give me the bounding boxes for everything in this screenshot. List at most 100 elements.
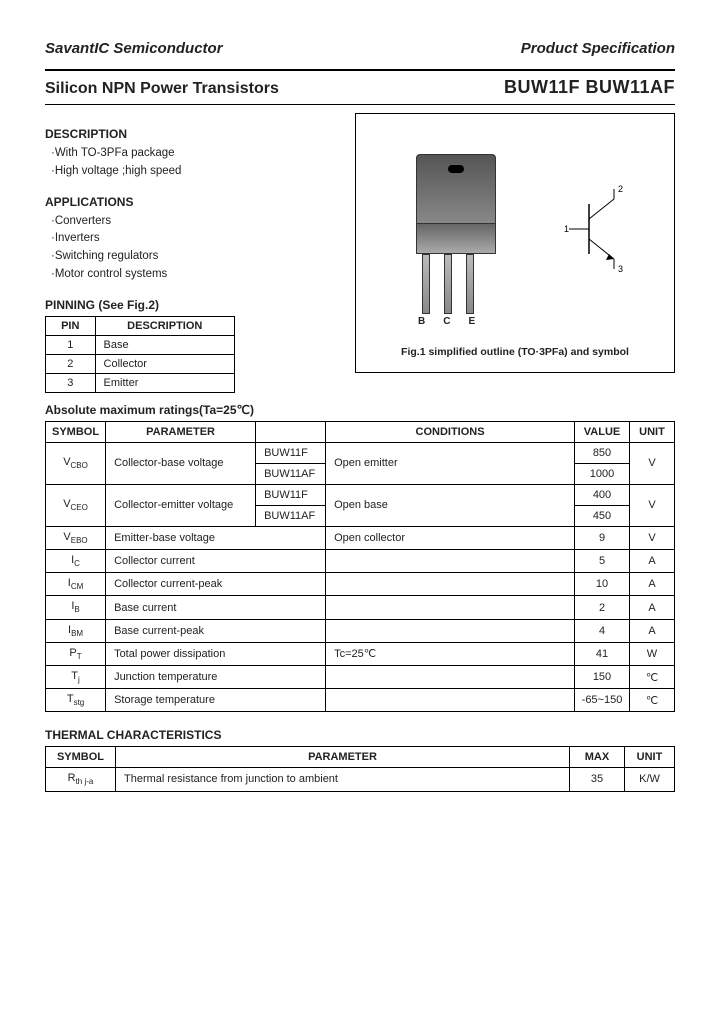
amr-cond <box>326 550 575 573</box>
amr-unit: W <box>630 642 675 665</box>
amr-table: SYMBOL PARAMETER CONDITIONS VALUE UNIT V… <box>45 421 675 713</box>
description-item: ·With TO-3PFa package <box>51 145 343 163</box>
thermal-row: Rth j-a Thermal resistance from junction… <box>46 768 675 791</box>
amr-unit: V <box>630 484 675 526</box>
amr-col-unit: UNIT <box>630 421 675 442</box>
amr-cond: Open emitter <box>326 442 575 484</box>
amr-row: ICM Collector current-peak 10 A <box>46 573 675 596</box>
amr-param: Base current <box>106 596 326 619</box>
amr-unit: A <box>630 573 675 596</box>
amr-col-param: PARAMETER <box>106 421 256 442</box>
amr-symbol: ICM <box>46 573 106 596</box>
amr-param: Base current-peak <box>106 619 326 642</box>
amr-cond: Open base <box>326 484 575 526</box>
amr-part: BUW11F <box>256 484 326 505</box>
lead-c <box>444 254 452 314</box>
amr-col-cond: CONDITIONS <box>326 421 575 442</box>
amr-part: BUW11F <box>256 442 326 463</box>
package-drawing: B C E <box>416 154 526 324</box>
pin-row: 1Base <box>46 335 235 354</box>
pin-num: 3 <box>46 373 96 392</box>
amr-value: 1000 <box>575 463 630 484</box>
amr-symbol: IB <box>46 596 106 619</box>
amr-unit: V <box>630 442 675 484</box>
svg-text:2: 2 <box>618 184 623 194</box>
amr-param: Junction temperature <box>106 666 326 689</box>
product-type: Silicon NPN Power Transistors <box>45 80 279 98</box>
amr-unit: A <box>630 550 675 573</box>
amr-param: Emitter-base voltage <box>106 526 326 549</box>
amr-symbol: VCBO <box>46 442 106 484</box>
amr-cond <box>326 666 575 689</box>
pinning-heading: PINNING (See Fig.2) <box>45 298 343 312</box>
title-row: Silicon NPN Power Transistors BUW11F BUW… <box>45 77 675 98</box>
package-lower <box>416 224 496 254</box>
figure-caption: Fig.1 simplified outline (TO·3PFa) and s… <box>356 346 674 358</box>
package-body <box>416 154 496 224</box>
product-spec: Product Specification <box>521 40 675 57</box>
amr-value: 450 <box>575 505 630 526</box>
pin-desc: Emitter <box>95 373 234 392</box>
package-hole <box>448 165 464 173</box>
lead-label-e: E <box>468 316 475 327</box>
application-item: ·Inverters <box>51 230 343 248</box>
amr-symbol: VEBO <box>46 526 106 549</box>
application-item: ·Converters <box>51 213 343 231</box>
amr-param: Total power dissipation <box>106 642 326 665</box>
amr-col-part <box>256 421 326 442</box>
amr-part: BUW11AF <box>256 463 326 484</box>
amr-unit: V <box>630 526 675 549</box>
amr-heading: Absolute maximum ratings(Ta=25℃) <box>45 403 675 417</box>
lead-e <box>466 254 474 314</box>
figure-box: B C E 1 2 3 Fig.1 simplified outline (TO… <box>355 113 675 373</box>
amr-symbol: Tstg <box>46 689 106 712</box>
amr-value: 400 <box>575 484 630 505</box>
amr-value: 2 <box>575 596 630 619</box>
th-col-unit: UNIT <box>625 747 675 768</box>
description-item: ·High voltage ;high speed <box>51 163 343 181</box>
th-unit: K/W <box>625 768 675 791</box>
amr-row: Tstg Storage temperature -65~150 ℃ <box>46 689 675 712</box>
amr-row: VEBO Emitter-base voltage Open collector… <box>46 526 675 549</box>
thermal-table: SYMBOL PARAMETER MAX UNIT Rth j-a Therma… <box>45 746 675 791</box>
amr-param: Collector-emitter voltage <box>106 484 256 526</box>
pin-desc: Collector <box>95 354 234 373</box>
pin-col-desc: DESCRIPTION <box>95 316 234 335</box>
amr-cond: Open collector <box>326 526 575 549</box>
package-leads <box>422 254 474 314</box>
amr-part: BUW11AF <box>256 505 326 526</box>
amr-row: VCBO Collector-base voltage BUW11F Open … <box>46 442 675 463</box>
amr-value: 41 <box>575 642 630 665</box>
pin-row: 2Collector <box>46 354 235 373</box>
amr-symbol: Tj <box>46 666 106 689</box>
amr-value: 4 <box>575 619 630 642</box>
th-col-max: MAX <box>570 747 625 768</box>
amr-value: 5 <box>575 550 630 573</box>
amr-row: VCEO Collector-emitter voltage BUW11F Op… <box>46 484 675 505</box>
amr-param: Collector current <box>106 550 326 573</box>
lead-b <box>422 254 430 314</box>
pinning-table: PIN DESCRIPTION 1Base2Collector3Emitter <box>45 316 235 393</box>
amr-unit: A <box>630 619 675 642</box>
rule-title <box>45 104 675 105</box>
applications-heading: APPLICATIONS <box>45 195 343 209</box>
amr-unit: ℃ <box>630 666 675 689</box>
left-column: DESCRIPTION ·With TO-3PFa package·High v… <box>45 113 343 393</box>
amr-col-value: VALUE <box>575 421 630 442</box>
pin-row: 3Emitter <box>46 373 235 392</box>
amr-row: IC Collector current 5 A <box>46 550 675 573</box>
amr-symbol: VCEO <box>46 484 106 526</box>
part-numbers: BUW11F BUW11AF <box>504 77 675 98</box>
header: SavantIC Semiconductor Product Specifica… <box>45 40 675 57</box>
transistor-symbol-icon: 1 2 3 <box>564 184 644 274</box>
amr-param: Storage temperature <box>106 689 326 712</box>
amr-value: 10 <box>575 573 630 596</box>
th-param: Thermal resistance from junction to ambi… <box>116 768 570 791</box>
amr-unit: A <box>630 596 675 619</box>
amr-row: IB Base current 2 A <box>46 596 675 619</box>
amr-value: 850 <box>575 442 630 463</box>
amr-cond <box>326 596 575 619</box>
application-item: ·Motor control systems <box>51 266 343 284</box>
svg-text:3: 3 <box>618 264 623 274</box>
pin-num: 2 <box>46 354 96 373</box>
